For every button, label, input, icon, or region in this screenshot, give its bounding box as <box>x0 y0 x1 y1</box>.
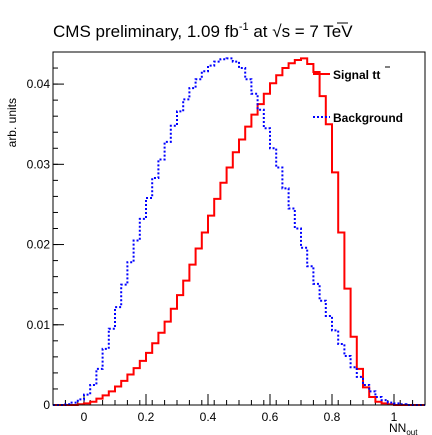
signal-histogram <box>53 57 425 406</box>
x-tick-label: 0.8 <box>324 410 341 424</box>
plot-area: 0 0.01 0.02 0.03 0.04 0 0.2 0.4 0.6 0.8 1 <box>27 51 426 424</box>
y-axis-label: arb. units <box>5 98 19 147</box>
y-tick-label: 0.03 <box>27 157 51 171</box>
legend-background-label: Background <box>333 111 403 125</box>
y-tick-label: 0.04 <box>27 77 51 91</box>
x-tick-label: 0.2 <box>138 410 155 424</box>
chart-title: CMS preliminary, 1.09 fb-1 at √s = 7 TeV <box>53 21 353 41</box>
x-tick-label: 0.6 <box>262 410 279 424</box>
x-tick-label: 0 <box>81 410 88 424</box>
background-histogram <box>53 57 425 406</box>
y-tick-label: 0 <box>43 398 50 412</box>
x-tick-label: 0.4 <box>200 410 217 424</box>
legend-signal-label: Signal tt <box>333 68 380 82</box>
y-tick-label: 0.02 <box>27 238 51 252</box>
legend: Signal tt Background <box>313 66 403 125</box>
x-axis-label: NNout <box>389 421 418 435</box>
x-tick-label: 1 <box>391 410 398 424</box>
y-tick-label: 0.01 <box>27 318 51 332</box>
plot-frame <box>52 51 426 406</box>
